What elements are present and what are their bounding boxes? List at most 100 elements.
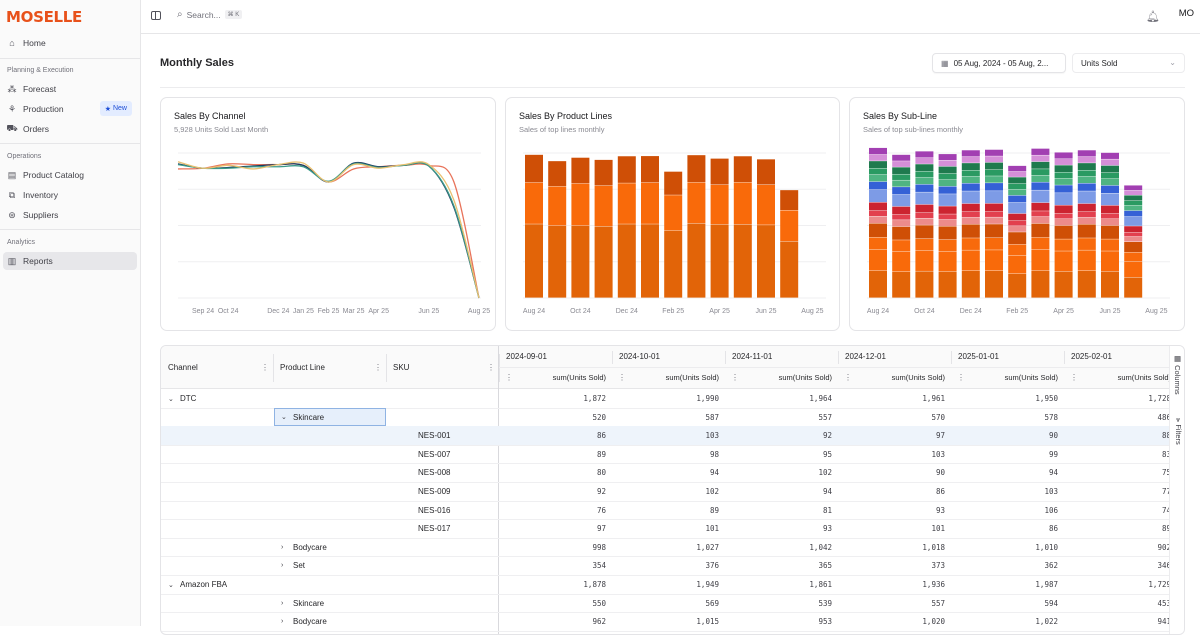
row-label[interactable]: Bodycare <box>293 617 327 627</box>
column-menu-icon[interactable]: ⋮ <box>487 363 495 372</box>
x-tick-label: Feb 25 <box>1006 308 1028 315</box>
value-cell: 98 <box>709 449 719 459</box>
sidebar-item-inventory[interactable]: ⧉ Inventory <box>3 186 137 204</box>
column-header-channel[interactable]: Channel <box>168 363 198 372</box>
bar-segment <box>1031 169 1050 176</box>
column-menu-icon[interactable]: ⋮ <box>505 373 513 382</box>
bar-segment <box>1101 193 1119 206</box>
row-label[interactable]: Bodycare <box>293 542 327 552</box>
side-panel: ▦ Columns ⫸ Filters <box>1169 346 1184 634</box>
row-label[interactable]: Amazon FBA <box>180 580 228 589</box>
chart-subtitle: 5,928 Units Sold Last Month <box>174 125 269 134</box>
column-menu-icon[interactable]: ⋮ <box>261 363 269 372</box>
chevron-down-icon[interactable]: ⌄ <box>168 581 174 589</box>
row-divider <box>161 407 1169 409</box>
series-line-0 <box>177 163 480 299</box>
columns-tab[interactable]: ▦ Columns <box>1173 354 1182 395</box>
column-menu-icon[interactable]: ⋮ <box>618 373 626 382</box>
bar-segment <box>1077 150 1096 157</box>
measure-header[interactable]: sum(Units Sold) <box>1004 373 1058 382</box>
bar-segment <box>961 156 980 163</box>
column-menu-icon[interactable]: ⋮ <box>1070 373 1078 382</box>
sidebar-item-home[interactable]: ⌂ Home <box>3 34 137 52</box>
column-menu-icon[interactable]: ⋮ <box>844 373 852 382</box>
bar-segment <box>780 210 799 242</box>
sidebar-item-reports[interactable]: ▥ Reports <box>3 252 137 270</box>
bar-segment <box>1124 200 1143 206</box>
column-menu-icon[interactable]: ⋮ <box>731 373 739 382</box>
value-cell: 1,020 <box>922 617 945 627</box>
bar-segment <box>915 171 934 178</box>
row-label[interactable]: NES-016 <box>418 505 451 515</box>
sidebar-item-forecast[interactable]: ⁂ Forecast <box>3 80 137 98</box>
value-cell: 362 <box>1044 561 1058 571</box>
value-cell: 88 <box>1161 431 1171 441</box>
row-label[interactable]: NES-009 <box>418 487 451 496</box>
bar-segment <box>915 271 934 298</box>
sidebar-item-production[interactable]: ⚘ Production ★ New <box>3 100 137 118</box>
bar-segment <box>617 183 636 224</box>
bar-segment <box>1124 216 1143 226</box>
date-column-header[interactable]: 2024-10-01 <box>619 352 660 361</box>
row-label[interactable]: Skincare <box>293 598 325 608</box>
column-header-product_line[interactable]: Product Line <box>280 363 325 372</box>
chevron-right-icon[interactable]: › <box>281 562 284 570</box>
bar-segment <box>1101 239 1119 251</box>
bar-segment <box>1101 159 1119 166</box>
column-header-sku[interactable]: SKU <box>393 363 410 372</box>
chevron-down-icon[interactable]: ⌄ <box>168 395 174 403</box>
sales-by-sub-line-chart: Aug 24 Oct 24 Dec 24 Feb 25 Apr 25 Jun 25 Aug … <box>867 147 1170 315</box>
date-column-header[interactable]: 2025-01-01 <box>958 352 999 361</box>
sidebar-item-orders[interactable]: ⛟ Orders <box>3 120 137 138</box>
filters-tab[interactable]: ⫸ Filters <box>1173 418 1183 445</box>
column-menu-icon[interactable]: ⋮ <box>374 363 382 372</box>
chevron-right-icon[interactable]: › <box>281 599 284 607</box>
row-label[interactable]: NES-001 <box>418 431 451 441</box>
search-input[interactable]: ⌕ Search... ⌘ K <box>177 9 243 20</box>
row-label[interactable]: NES-017 <box>418 524 451 534</box>
measure-header[interactable]: sum(Units Sold) <box>778 373 832 382</box>
row-highlight <box>161 426 1169 445</box>
series-line-1 <box>177 161 480 299</box>
sidebar-item-product-catalog[interactable]: ▤ Product Catalog <box>3 166 137 184</box>
bar-segment <box>1054 205 1073 214</box>
toggle-sidebar-icon[interactable] <box>151 11 161 20</box>
bar-segment <box>1031 237 1050 250</box>
bar-segment <box>985 270 1003 298</box>
date-column-header[interactable]: 2025-02-01 <box>1071 352 1112 361</box>
date-range-picker[interactable]: ▦ 05 Aug, 2024 - 05 Aug, 2... <box>932 53 1066 73</box>
bar-segment <box>1077 170 1096 177</box>
bell-icon[interactable]: 🔔︎ <box>1146 11 1160 23</box>
value-cell: 962 <box>592 617 606 627</box>
date-column-header[interactable]: 2024-12-01 <box>845 352 886 361</box>
row-label[interactable]: Skincare <box>293 412 325 422</box>
chevron-right-icon[interactable]: › <box>281 618 284 626</box>
metric-select[interactable]: Units Sold ⌄ <box>1072 53 1185 73</box>
row-label[interactable]: NES-008 <box>418 468 451 478</box>
row-label[interactable]: Set <box>293 561 306 571</box>
star-icon: ★ <box>104 105 111 113</box>
measure-header[interactable]: sum(Units Sold) <box>1117 373 1171 382</box>
bar-segment <box>869 189 887 203</box>
bar-segment <box>1101 225 1119 239</box>
measure-header[interactable]: sum(Units Sold) <box>665 373 719 382</box>
measure-header[interactable]: sum(Units Sold) <box>552 373 606 382</box>
bar-segment <box>869 216 887 224</box>
value-cell: 101 <box>705 524 719 534</box>
date-column-header[interactable]: 2024-09-01 <box>506 352 547 361</box>
column-menu-icon[interactable]: ⋮ <box>957 373 965 382</box>
row-label[interactable]: DTC <box>180 394 197 403</box>
bar-segment <box>641 156 659 183</box>
bar-segment <box>1031 182 1050 190</box>
sidebar-item-suppliers[interactable]: ⊛ Suppliers <box>3 206 137 224</box>
bar-segment <box>641 182 659 224</box>
bar-segment <box>1031 223 1050 238</box>
avatar[interactable]: MO <box>1178 8 1194 19</box>
measure-header[interactable]: sum(Units Sold) <box>891 373 945 382</box>
chevron-down-icon[interactable]: ⌄ <box>281 414 287 422</box>
logo[interactable]: MOSELLE <box>6 8 82 26</box>
date-column-header[interactable]: 2024-11-01 <box>732 352 773 361</box>
chevron-right-icon[interactable]: › <box>281 543 284 551</box>
row-label[interactable]: NES-007 <box>418 449 451 459</box>
value-cell: 1,729 <box>1148 580 1171 589</box>
